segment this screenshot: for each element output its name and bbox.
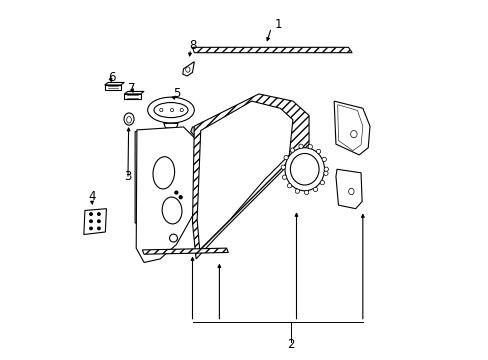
Text: 7: 7 xyxy=(127,82,135,95)
Ellipse shape xyxy=(287,184,291,188)
Ellipse shape xyxy=(160,108,163,112)
Ellipse shape xyxy=(290,153,319,185)
Polygon shape xyxy=(192,47,351,53)
Ellipse shape xyxy=(90,213,92,215)
Ellipse shape xyxy=(322,157,325,162)
Ellipse shape xyxy=(170,108,173,112)
Ellipse shape xyxy=(124,113,134,125)
Ellipse shape xyxy=(284,156,287,160)
Polygon shape xyxy=(104,82,124,85)
Ellipse shape xyxy=(98,213,100,215)
Ellipse shape xyxy=(162,197,182,224)
Text: 1: 1 xyxy=(274,18,282,31)
Ellipse shape xyxy=(290,148,294,152)
Ellipse shape xyxy=(324,167,328,171)
Ellipse shape xyxy=(98,227,100,230)
Polygon shape xyxy=(124,91,144,94)
Polygon shape xyxy=(83,209,106,234)
Ellipse shape xyxy=(185,67,190,72)
Ellipse shape xyxy=(323,171,327,175)
Ellipse shape xyxy=(320,180,324,185)
Polygon shape xyxy=(163,123,178,128)
Text: 2: 2 xyxy=(287,338,294,351)
Text: 4: 4 xyxy=(88,190,96,203)
Ellipse shape xyxy=(281,165,285,169)
Polygon shape xyxy=(142,248,228,254)
Ellipse shape xyxy=(348,188,353,195)
Polygon shape xyxy=(136,127,199,262)
Polygon shape xyxy=(333,101,369,155)
Polygon shape xyxy=(335,169,362,209)
Polygon shape xyxy=(104,85,121,90)
Ellipse shape xyxy=(304,190,308,195)
Ellipse shape xyxy=(90,220,92,222)
Polygon shape xyxy=(135,130,171,223)
Ellipse shape xyxy=(350,131,356,138)
Text: 5: 5 xyxy=(172,87,180,100)
Ellipse shape xyxy=(154,103,187,118)
Ellipse shape xyxy=(285,148,324,191)
Ellipse shape xyxy=(153,157,174,189)
Ellipse shape xyxy=(180,108,183,112)
Polygon shape xyxy=(183,62,194,76)
Ellipse shape xyxy=(179,196,182,199)
Ellipse shape xyxy=(298,144,303,148)
Polygon shape xyxy=(337,105,362,150)
Ellipse shape xyxy=(147,97,194,123)
Ellipse shape xyxy=(126,117,131,123)
Polygon shape xyxy=(197,101,292,250)
Ellipse shape xyxy=(295,189,299,193)
Ellipse shape xyxy=(307,145,312,149)
Ellipse shape xyxy=(282,175,286,179)
Ellipse shape xyxy=(316,149,320,153)
Ellipse shape xyxy=(175,191,178,194)
Polygon shape xyxy=(190,127,219,138)
Text: 3: 3 xyxy=(124,170,131,183)
Text: 6: 6 xyxy=(108,71,115,84)
Text: 8: 8 xyxy=(188,39,196,52)
Ellipse shape xyxy=(90,227,92,230)
Polygon shape xyxy=(124,94,140,99)
Polygon shape xyxy=(192,94,308,259)
Ellipse shape xyxy=(169,234,177,242)
Ellipse shape xyxy=(313,187,317,192)
Ellipse shape xyxy=(98,220,100,222)
